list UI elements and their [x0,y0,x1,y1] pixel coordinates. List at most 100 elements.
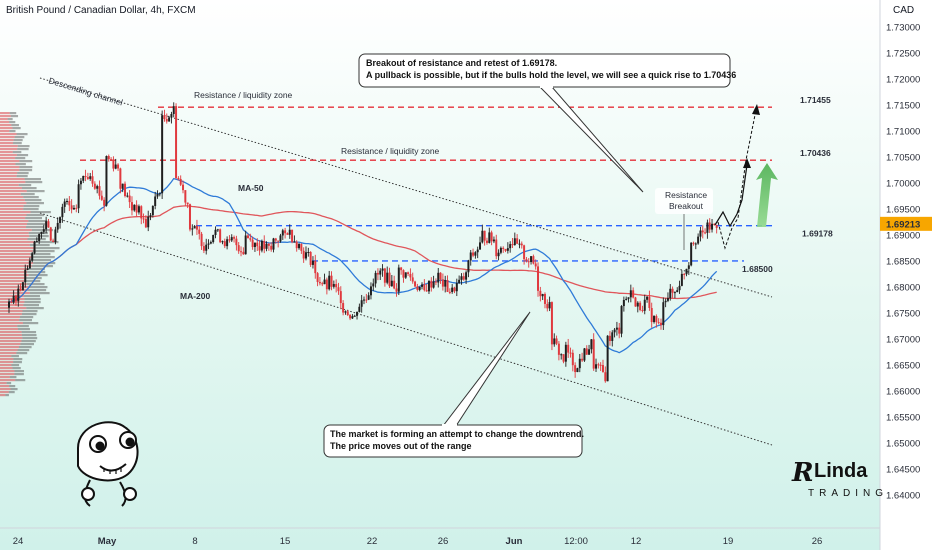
candle-body [40,231,43,235]
candle-body [253,242,256,248]
volume-profile-bar [28,220,48,223]
volume-profile-bar [0,271,28,274]
volume-profile-bar [0,202,27,205]
volume-profile-bar [5,394,9,397]
candle-body [446,280,449,292]
candle-body [608,335,611,341]
volume-profile-bar [0,154,17,157]
time-axis[interactable]: 24 May 8 15 22 26 Jun 12:00 12 19 26 [13,536,823,547]
candle-body [96,186,99,189]
candle-body [93,183,96,189]
volume-profile-bar [9,121,16,124]
candle-body [35,241,38,243]
candle-body [119,168,122,189]
volume-profile-bar [13,139,23,142]
x-tick-label: 8 [192,536,197,547]
volume-profile-bar [0,364,12,367]
candle-body [458,279,461,284]
candle-body [441,279,444,287]
volume-profile-bar [0,205,24,208]
volume-profile-bar [0,178,25,181]
candle-body [485,240,488,243]
volume-profile-bar [0,253,31,256]
candle-body [298,243,301,249]
candle-body [263,240,266,249]
candle-body [207,243,210,245]
price-axis[interactable]: 1.64000 1.64500 1.65000 1.65500 1.66000 1.665… [886,22,920,501]
candle-body [246,235,249,239]
volume-profile-bar [0,127,13,130]
candle-body [455,283,458,292]
candle-body [38,234,41,242]
candle-body [91,176,94,184]
currency-label: CAD [893,5,914,16]
candle-body [525,259,528,262]
volume-profile-bar [8,391,15,394]
svg-text:The price moves out of the ran: The price moves out of the range [330,441,472,451]
candle-body [107,156,110,160]
candle-body [613,329,616,333]
volume-profile-bar [0,247,36,250]
volume-profile-bar [0,379,16,382]
candle-body [492,239,495,242]
candle-body [82,175,85,181]
volume-profile-bar [21,331,37,334]
candle-body [233,237,236,239]
candle-body [376,272,379,275]
candle-body [130,202,133,211]
volume-profile-bar [19,166,33,169]
candle-body [286,233,289,235]
candle-body [611,332,614,341]
candle-body [316,273,319,282]
candle-body [135,204,138,213]
candle-body [437,272,440,283]
volume-profile-bar [15,379,26,382]
volume-profile-bar [0,193,21,196]
volume-profile-bar [19,316,34,319]
candle-body [140,206,143,219]
y-tick-label: 1.69000 [886,230,920,241]
candle-body [404,272,407,278]
volume-profile-bar [0,361,14,364]
candle-body [632,290,635,298]
volume-profile-bar [17,172,29,175]
candle-body [279,235,282,242]
candle-body [63,201,66,207]
candle-body [520,243,523,246]
volume-profile-bar [0,145,18,148]
candle-body [72,207,75,210]
volume-profile-bar [25,181,43,184]
candle-body [699,230,702,237]
candle-body [511,244,514,246]
candle-body [342,303,345,313]
candle-body [439,272,442,280]
volume-profile-bar [0,334,22,337]
candle-body [365,299,368,301]
candle-body [516,238,519,244]
candle-body [193,226,196,229]
candle-body [103,199,106,206]
candle-body [648,296,651,309]
candle-body [26,268,29,270]
candle-body [550,302,553,345]
candle-body [179,178,182,185]
callout-top: Breakout of resistance and retest of 1.6… [358,53,736,193]
volume-profile-bar [20,343,35,346]
volume-profile-bar [0,358,14,361]
volume-profile-bar [0,388,11,391]
candle-body [277,240,280,242]
cartoon-character-illustration [77,421,139,507]
candle-body [574,365,577,373]
y-tick-label: 1.68000 [886,282,920,293]
rlinda-trading-logo: R Linda TRADING [791,458,883,499]
candle-body [242,251,245,255]
candle-body [481,230,484,243]
volume-profile-bar [0,352,17,355]
volume-profile-bar [0,367,13,370]
ma-200-line [8,205,717,303]
candle-body [564,344,567,362]
volume-profile-bar [26,307,44,310]
candle-body [66,200,69,202]
candle-body [318,281,321,284]
candle-body [527,261,530,263]
